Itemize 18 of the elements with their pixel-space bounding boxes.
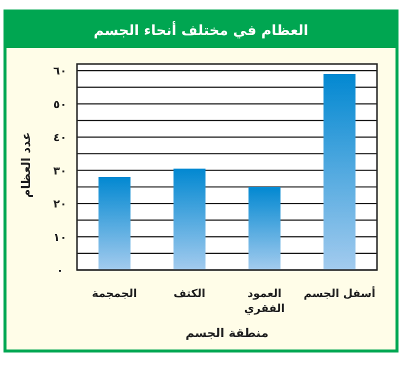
bar [324,74,356,270]
y-tick-label: ٦٠ [53,64,67,78]
chart-title: العظام في مختلف أنحاء الجسم [94,21,308,39]
x-axis-title: منطقة الجسم [186,326,268,340]
x-tick-label: الكتف [174,287,206,300]
y-tick-label: ٤٠ [53,131,67,144]
y-axis-title: عدد العظام [19,132,33,198]
y-tick-label: ٥٠ [53,98,67,111]
bar [98,176,130,270]
x-tick-label: العمود الفقري [244,287,285,315]
x-tick-label: أسفل الجسم [304,286,376,300]
bar [248,186,280,270]
y-tick-label: ٣٠ [53,164,67,178]
y-tick-label: ٠ [56,264,64,277]
y-tick-label: ٢٠ [53,198,67,211]
bar [174,168,206,270]
y-tick-label: ١٠ [53,230,67,244]
x-tick-label: الجمجمة [92,287,138,300]
